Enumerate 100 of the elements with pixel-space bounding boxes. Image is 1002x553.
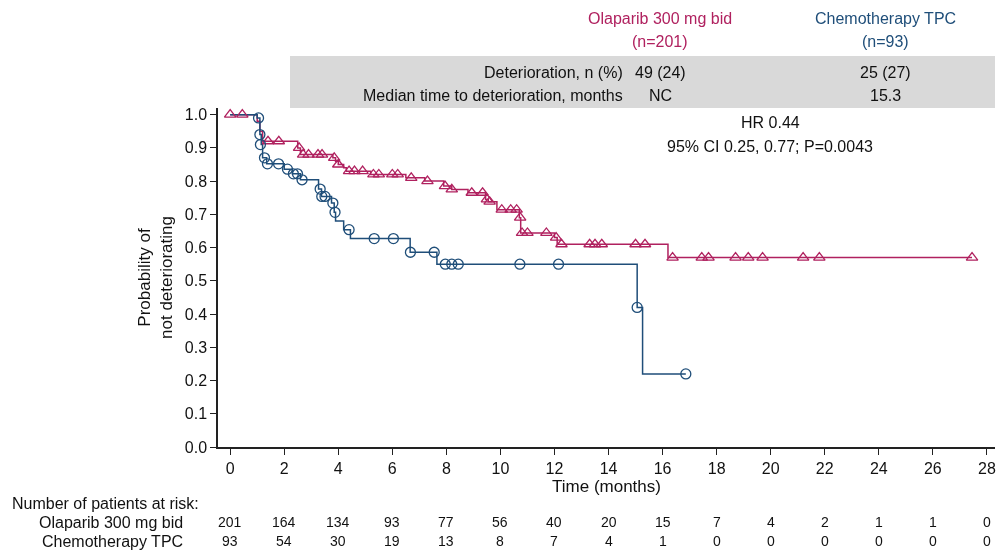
point bbox=[272, 135, 286, 145]
point bbox=[368, 232, 380, 245]
point bbox=[680, 368, 692, 380]
point bbox=[343, 223, 355, 236]
text: 4 bbox=[605, 533, 613, 549]
x-tick-label: 10 bbox=[491, 459, 510, 477]
text: Deterioration, n (%) bbox=[484, 64, 623, 81]
x-tick-label: 18 bbox=[707, 459, 726, 477]
point bbox=[311, 148, 325, 158]
point bbox=[729, 251, 742, 261]
text: 40 bbox=[546, 514, 562, 530]
point bbox=[741, 251, 755, 261]
point bbox=[329, 206, 341, 219]
point bbox=[421, 175, 434, 185]
x-axis-title: Time (months) bbox=[552, 476, 661, 496]
text: 93 bbox=[222, 533, 238, 549]
text: 164 bbox=[272, 514, 296, 530]
x-tick-label: 20 bbox=[761, 459, 780, 477]
text: 56 bbox=[492, 514, 508, 530]
text: 201 bbox=[218, 514, 242, 530]
y-tick-label: 0.5 bbox=[184, 272, 208, 290]
x-tick-label: 14 bbox=[599, 459, 618, 477]
point bbox=[452, 258, 464, 270]
point bbox=[796, 251, 810, 261]
y-tick-label: 0.2 bbox=[184, 372, 208, 390]
point bbox=[302, 148, 315, 158]
text: 0 bbox=[983, 533, 991, 549]
text: 19 bbox=[384, 533, 400, 549]
y-tick-label: 0.7 bbox=[184, 205, 208, 223]
text: 25 (27) bbox=[860, 64, 911, 81]
point bbox=[446, 258, 458, 270]
text: 15 bbox=[655, 514, 671, 530]
x-tick-label: 8 bbox=[441, 459, 451, 477]
point bbox=[583, 238, 597, 248]
text: 30 bbox=[330, 533, 346, 549]
text: 20 bbox=[601, 514, 617, 530]
point bbox=[965, 251, 979, 261]
point bbox=[812, 251, 826, 261]
y-tick-label: 0.1 bbox=[184, 405, 208, 423]
point bbox=[515, 227, 529, 237]
point bbox=[254, 138, 267, 151]
point bbox=[292, 142, 306, 152]
point bbox=[391, 168, 405, 178]
text: 1 bbox=[875, 514, 883, 530]
x-tick-label: 12 bbox=[545, 459, 564, 477]
text: 0 bbox=[767, 533, 775, 549]
text: Chemotherapy TPC bbox=[815, 10, 957, 27]
point bbox=[315, 148, 329, 158]
x-tick-label: 6 bbox=[387, 459, 397, 477]
point bbox=[387, 232, 400, 245]
point bbox=[638, 238, 652, 248]
point bbox=[258, 152, 271, 164]
text: 0 bbox=[821, 533, 829, 549]
annotation: HR 0.44 bbox=[741, 114, 800, 131]
point bbox=[514, 258, 526, 270]
text: 0 bbox=[713, 533, 721, 549]
y-tick-label: 1.0 bbox=[184, 106, 208, 124]
point bbox=[756, 251, 769, 261]
point bbox=[296, 148, 310, 158]
text: 13 bbox=[438, 533, 454, 549]
text: 0 bbox=[983, 514, 991, 530]
point bbox=[296, 174, 308, 186]
x-tick-label: 22 bbox=[815, 459, 834, 477]
point bbox=[555, 238, 568, 248]
point bbox=[331, 158, 345, 168]
y-axis-title: Probability of not deteriorating bbox=[134, 216, 176, 339]
text: 4 bbox=[767, 514, 775, 530]
point bbox=[366, 168, 380, 178]
point bbox=[521, 227, 534, 237]
text: Median time to deterioration, months bbox=[363, 87, 623, 104]
point bbox=[629, 238, 642, 248]
point bbox=[702, 251, 715, 261]
point bbox=[385, 168, 399, 178]
point bbox=[261, 135, 275, 145]
annotation: 95% CI 0.25, 0.77; P=0.0043 bbox=[667, 138, 874, 155]
point bbox=[281, 163, 294, 175]
text: NC bbox=[649, 87, 673, 104]
point bbox=[695, 251, 709, 261]
y-tick-label: 0.4 bbox=[184, 305, 208, 323]
text: 1 bbox=[659, 533, 667, 549]
point bbox=[356, 165, 370, 175]
y-tick-label: 0.0 bbox=[184, 438, 208, 456]
text: 1 bbox=[929, 514, 937, 530]
point bbox=[291, 168, 304, 180]
point bbox=[372, 168, 386, 178]
text: 134 bbox=[326, 514, 350, 530]
point bbox=[666, 251, 679, 261]
point bbox=[261, 158, 274, 170]
point bbox=[549, 231, 563, 241]
point bbox=[588, 238, 602, 248]
text: 0 bbox=[875, 533, 883, 549]
text: 0 bbox=[929, 533, 937, 549]
point bbox=[327, 197, 339, 209]
text: 49 (24) bbox=[635, 64, 686, 81]
text: (n=201) bbox=[632, 33, 688, 50]
point bbox=[439, 258, 451, 270]
text: 15.3 bbox=[870, 87, 902, 104]
point bbox=[404, 246, 417, 258]
point bbox=[252, 112, 265, 124]
point bbox=[348, 165, 361, 175]
